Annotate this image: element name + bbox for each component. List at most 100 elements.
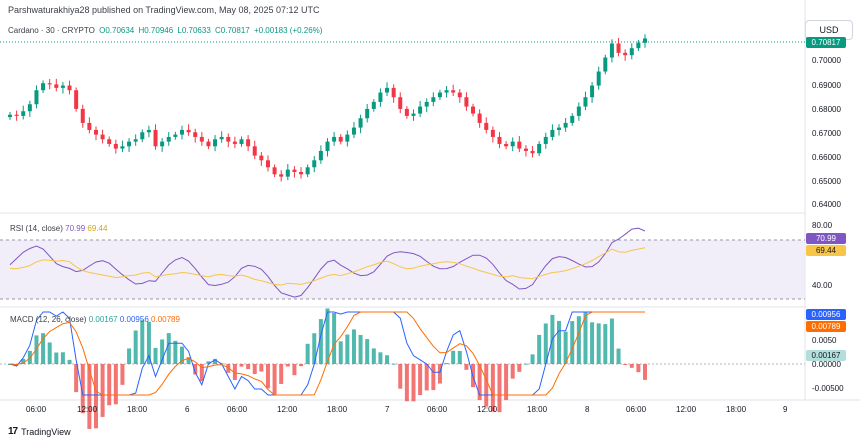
candle-body bbox=[8, 114, 12, 118]
macd-histogram-bar bbox=[87, 364, 92, 429]
symbol-name[interactable]: Cardano · 30 · CRYPTO bbox=[8, 26, 95, 35]
time-label: 12:00 bbox=[277, 405, 298, 414]
macd-label[interactable]: MACD (12, 26, close) bbox=[10, 315, 87, 324]
candle-body bbox=[424, 101, 429, 107]
candle-body bbox=[484, 122, 489, 130]
macd-histogram-bar bbox=[623, 364, 628, 365]
macd-histogram-bar bbox=[140, 320, 145, 364]
price-label: 0.67000 bbox=[812, 129, 841, 138]
candle-body bbox=[570, 115, 575, 123]
candle-body bbox=[391, 87, 396, 98]
price-label: 0.64000 bbox=[812, 200, 841, 209]
macd-histogram-bar bbox=[510, 364, 515, 379]
candle-body bbox=[623, 52, 628, 56]
macd-histogram-bar bbox=[431, 364, 436, 391]
symbol-legend: Cardano · 30 · CRYPTO O0.70634 H0.70946 … bbox=[8, 26, 324, 35]
candle-body bbox=[603, 57, 608, 72]
candle-body bbox=[490, 129, 495, 137]
candle-body bbox=[345, 134, 350, 142]
macd-histogram-bar bbox=[338, 341, 343, 364]
macd-histogram-bar bbox=[133, 330, 138, 364]
macd-histogram-bar bbox=[378, 352, 383, 364]
candle-body bbox=[219, 136, 224, 140]
macd-histogram-bar bbox=[570, 321, 575, 364]
candle-body bbox=[497, 136, 502, 144]
candle-body bbox=[166, 136, 171, 142]
candle-body bbox=[523, 148, 528, 151]
candle-body bbox=[398, 97, 403, 109]
candle-body bbox=[332, 136, 337, 142]
macd-histogram-bar bbox=[312, 333, 317, 364]
macd-histogram-bar bbox=[391, 363, 396, 365]
macd-histogram-bar bbox=[371, 348, 376, 364]
macd-histogram-bar bbox=[345, 334, 350, 364]
candle-body bbox=[246, 139, 251, 147]
candle-body bbox=[279, 174, 284, 177]
macd-histogram-bar bbox=[54, 352, 59, 364]
time-label: 18:00 bbox=[527, 405, 548, 414]
candle-body bbox=[371, 101, 376, 109]
macd-histogram-bar bbox=[398, 364, 403, 389]
time-label: 06:00 bbox=[626, 405, 647, 414]
rsi-axis-label: 80.00 bbox=[812, 221, 833, 230]
rsi-label[interactable]: RSI (14, close) bbox=[10, 224, 63, 233]
macd-histogram-bar bbox=[93, 364, 98, 429]
macd-histogram-bar bbox=[523, 363, 528, 365]
macd-histogram-bar bbox=[292, 364, 297, 376]
candle-body bbox=[378, 92, 383, 102]
candle-body bbox=[120, 146, 125, 149]
candle-body bbox=[616, 43, 621, 53]
macd-histogram-bar bbox=[596, 323, 601, 364]
candle-body bbox=[74, 90, 79, 109]
candle-body bbox=[431, 97, 436, 102]
macd-histogram-bar bbox=[484, 364, 489, 407]
macd-histogram-bar bbox=[272, 364, 277, 395]
tradingview-logo[interactable]: 17 TradingView bbox=[8, 426, 71, 437]
macd-histogram-bar bbox=[166, 333, 171, 364]
macd-histogram-bar bbox=[557, 320, 562, 364]
macd-histogram-bar bbox=[299, 364, 304, 367]
macd-histogram-bar bbox=[179, 346, 184, 364]
macd-histogram-bar bbox=[457, 350, 462, 364]
candle-body bbox=[133, 139, 138, 142]
current-price-tag: 0.70817 bbox=[806, 37, 846, 48]
candle-body bbox=[54, 84, 59, 88]
macd-legend: MACD (12, 26, close) 0.00167 0.00956 0.0… bbox=[10, 315, 180, 324]
candle-body bbox=[239, 139, 244, 144]
macd-histogram-bar bbox=[186, 357, 191, 364]
macd-histogram-bar bbox=[67, 359, 72, 364]
candle-body bbox=[325, 141, 330, 151]
candle-body bbox=[14, 114, 19, 116]
tradingview-logo-icon: 17 bbox=[8, 426, 18, 437]
macd-axis-label: 0.00000 bbox=[812, 360, 841, 369]
candle-body bbox=[21, 111, 26, 116]
brand-name: TradingView bbox=[21, 426, 71, 437]
macd-signal-line bbox=[9, 311, 645, 396]
macd-histogram-bar bbox=[252, 364, 257, 375]
close-value: C0.70817 bbox=[215, 26, 250, 35]
candle-body bbox=[504, 143, 509, 147]
candle-body bbox=[232, 141, 237, 144]
candle-body bbox=[530, 150, 535, 154]
candle-body bbox=[457, 92, 462, 98]
rsi-ma-line bbox=[9, 247, 646, 286]
macd-histogram-bar bbox=[543, 323, 548, 364]
macd-histogram-bar bbox=[193, 364, 198, 375]
macd-histogram-bar bbox=[226, 364, 231, 373]
macd-hist-value: 0.00167 bbox=[88, 315, 118, 324]
macd-histogram-bar bbox=[517, 364, 522, 372]
macd-histogram-bar bbox=[74, 364, 79, 393]
macd-histogram-bar bbox=[41, 333, 46, 364]
candle-body bbox=[100, 134, 105, 140]
candle-body bbox=[411, 113, 416, 116]
candle-body bbox=[312, 160, 317, 168]
candle-body bbox=[358, 118, 363, 128]
time-label: 8 bbox=[585, 405, 590, 414]
rsi-line bbox=[9, 227, 646, 298]
price-label: 0.70000 bbox=[812, 56, 841, 65]
macd-histogram-bar bbox=[127, 348, 132, 364]
macd-histogram-bar bbox=[477, 364, 482, 401]
macd-histogram-bar bbox=[444, 363, 449, 365]
candle-body bbox=[60, 85, 65, 88]
